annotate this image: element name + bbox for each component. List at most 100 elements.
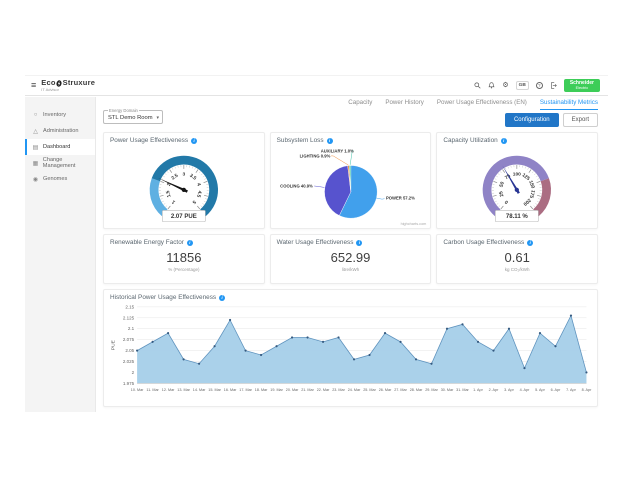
gauge-minor-tick: [201, 173, 203, 176]
pie-label-connector: [349, 150, 354, 165]
carbon-value: 0.61: [504, 250, 530, 265]
hamburger-menu-icon[interactable]: ≡: [31, 80, 37, 90]
gauge-minor-tick: [494, 198, 496, 200]
gauge-major-tick: [203, 181, 208, 184]
energy-domain-select[interactable]: Energy Domain STL Demo Room ▾: [103, 108, 163, 124]
card-historical-pue: Historical Power Usage Effectiveness i 1…: [103, 289, 598, 407]
gauge-minor-tick: [498, 173, 501, 176]
x-axis-tick-label: 1. Apr: [473, 388, 483, 392]
gauge-major-tick: [197, 205, 201, 210]
y-axis-tick-label: 2.075: [123, 337, 135, 342]
data-point-marker: [167, 332, 170, 335]
sidebar-item-administration[interactable]: △ Administration: [25, 123, 95, 139]
x-axis-tick-label: 19. Mar: [270, 388, 283, 392]
sidebar-item-label: Genomes: [43, 176, 68, 182]
x-axis-tick-label: 13. Mar: [177, 388, 190, 392]
gauge-minor-tick: [194, 167, 196, 170]
dashboard-tabs: Capacity Power History Power Usage Effecti…: [348, 99, 598, 110]
gauge-major-tick: [195, 169, 199, 173]
gauge-minor-tick: [167, 171, 169, 173]
y-axis-tick-label: 1.975: [123, 381, 135, 386]
x-axis-tick-label: 8. Apr: [582, 388, 592, 392]
chevron-down-icon: ▾: [156, 115, 159, 121]
x-axis-tick-label: 23. Mar: [332, 388, 345, 392]
x-axis-tick-label: 30. Mar: [441, 388, 454, 392]
x-axis-tick-label: 20. Mar: [286, 388, 299, 392]
change-management-icon: ▦: [32, 160, 39, 167]
info-icon[interactable]: i: [191, 137, 198, 144]
sidebar-item-label: Dashboard: [43, 144, 71, 150]
bell-icon[interactable]: [488, 82, 495, 89]
logo-subtitle: IT Advisor: [41, 86, 59, 92]
pie-label-connector: [313, 185, 325, 188]
gauge-major-tick: [493, 181, 498, 184]
sidebar-item-label: Inventory: [43, 112, 67, 118]
x-axis-tick-label: 5. Apr: [535, 388, 545, 392]
pie-label-connector: [375, 197, 385, 200]
info-icon[interactable]: i: [500, 137, 507, 144]
gauge-tick-label: 4: [195, 182, 202, 187]
data-point-marker: [523, 367, 526, 370]
data-point-marker: [198, 362, 201, 365]
gear-icon[interactable]: ⚙: [502, 81, 509, 89]
data-point-marker: [569, 314, 573, 317]
data-point-marker: [213, 345, 216, 348]
sidebar-item-inventory[interactable]: ○ Inventory: [25, 107, 95, 123]
x-axis-tick-label: 4. Apr: [520, 388, 530, 392]
tab-power-usage-effectiveness-en[interactable]: Power Usage Effectiveness (EN): [436, 99, 527, 106]
data-point-marker: [151, 340, 154, 343]
sign-out-icon[interactable]: [550, 82, 557, 89]
schneider-label: Schneider: [569, 79, 594, 86]
x-axis-tick-label: 2. Apr: [489, 388, 499, 392]
gauge-needle: [158, 177, 188, 193]
tab-sustainability-metrics[interactable]: Sustainability Metrics: [539, 99, 598, 110]
gauge-minor-tick: [508, 166, 510, 169]
gauge-pivot: [181, 187, 186, 193]
gauge-minor-tick: [171, 167, 174, 170]
gauge-minor-tick: [500, 171, 502, 173]
data-point-marker: [554, 345, 557, 348]
tab-capacity[interactable]: Capacity: [348, 99, 373, 106]
info-icon[interactable]: i: [219, 294, 226, 301]
info-icon[interactable]: i: [527, 239, 534, 246]
sidebar-item-dashboard[interactable]: ▤ Dashboard: [25, 139, 95, 155]
search-icon[interactable]: [474, 82, 481, 89]
action-buttons: Configuration Export: [504, 113, 598, 127]
card-title-pue: Power Usage Effectiveness: [110, 137, 189, 144]
gauge-tick-label: 200: [522, 197, 532, 207]
x-axis-tick-label: 16. Mar: [224, 388, 237, 392]
tab-power-history[interactable]: Power History: [385, 99, 424, 106]
water-unit: litre/kWh: [341, 267, 360, 272]
gauge-minor-tick: [537, 200, 540, 203]
configuration-button[interactable]: Configuration: [504, 113, 559, 127]
gauge-major-tick: [530, 205, 534, 210]
help-icon[interactable]: ?: [535, 81, 543, 89]
info-icon[interactable]: i: [356, 239, 363, 246]
sidebar-item-change-management[interactable]: ▦ Change Management: [25, 155, 95, 171]
schneider-electric-button[interactable]: Schneider Electric: [563, 79, 600, 92]
gauge-minor-tick: [165, 205, 168, 208]
gauge-minor-tick: [174, 166, 176, 169]
sidebar-item-genomes[interactable]: ◉ Genomes: [25, 171, 95, 187]
x-axis-tick-label: 17. Mar: [239, 388, 252, 392]
subsystem-loss-pie-chart: POWER 57.2% COOLING 40.9% LIGHTING 0.9%AUX…: [280, 148, 415, 219]
x-axis-tick-label: 25. Mar: [363, 388, 376, 392]
gauge-tick-label: 2: [166, 182, 173, 187]
export-button[interactable]: Export: [562, 113, 598, 127]
x-axis-tick-label: 31. Mar: [456, 388, 469, 392]
gauge-minor-tick: [161, 200, 164, 203]
data-point-marker: [290, 336, 294, 339]
gauge-band: [149, 178, 168, 217]
data-point-marker: [275, 345, 278, 348]
locale-selector[interactable]: GB: [515, 80, 529, 90]
x-axis-tick-label: 26. Mar: [379, 388, 392, 392]
gauge-minor-tick: [200, 205, 203, 208]
gauge-tick-label: 150: [528, 180, 537, 190]
info-icon[interactable]: i: [326, 137, 333, 144]
info-icon[interactable]: i: [186, 239, 193, 246]
gauge-minor-tick: [191, 166, 193, 169]
gauge-tick-label: 25: [498, 190, 505, 197]
x-axis-tick-label: 14. Mar: [193, 388, 206, 392]
data-point-marker: [306, 336, 309, 339]
gauge-minor-tick: [203, 200, 206, 203]
